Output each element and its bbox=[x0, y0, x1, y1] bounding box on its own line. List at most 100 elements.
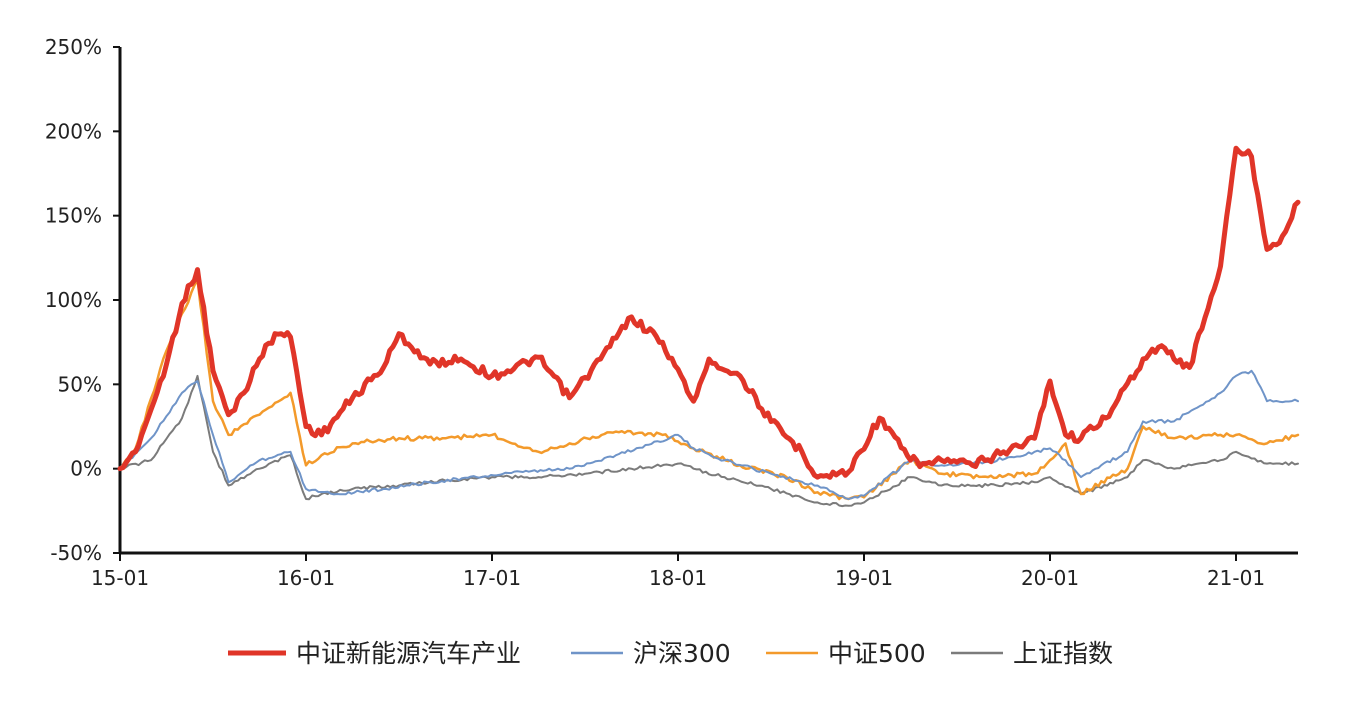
series-3-point bbox=[1219, 433, 1222, 436]
legend-label-2: 沪深300 bbox=[633, 639, 731, 668]
series-3-point bbox=[1173, 437, 1176, 440]
series-1-point bbox=[1002, 450, 1005, 453]
series-1-point bbox=[506, 369, 509, 372]
legend-label-1: 中证新能源汽车产业 bbox=[296, 639, 521, 668]
series-2-point bbox=[863, 494, 866, 497]
series-4-point bbox=[770, 487, 773, 490]
series-4-point bbox=[816, 501, 819, 504]
series-3-point bbox=[212, 400, 215, 403]
series-1-point bbox=[1266, 248, 1269, 251]
series-3-point bbox=[615, 430, 618, 433]
series-1-point bbox=[119, 467, 122, 470]
legend-label-4: 上证指数 bbox=[1013, 639, 1113, 668]
series-3-point bbox=[1297, 433, 1300, 436]
series-line-1 bbox=[117, 145, 1301, 480]
x-tick-label: 20-01 bbox=[1021, 566, 1079, 590]
series-3-point bbox=[987, 476, 990, 479]
series-3-point bbox=[1126, 467, 1129, 470]
series-3-point bbox=[568, 442, 571, 445]
y-tick-label: 250% bbox=[45, 35, 102, 59]
series-3-point bbox=[1266, 442, 1269, 445]
series-3-point bbox=[258, 413, 261, 416]
series-4-point bbox=[1173, 467, 1176, 470]
series-1-point bbox=[289, 336, 292, 339]
series-1-point bbox=[382, 366, 385, 369]
series-2-point bbox=[1064, 459, 1067, 462]
series-4-point bbox=[537, 476, 540, 479]
series-4-point bbox=[987, 484, 990, 487]
series-1-point bbox=[320, 433, 323, 436]
series-3-point bbox=[227, 433, 230, 436]
series-1-point bbox=[1297, 201, 1300, 204]
series-1-point bbox=[196, 268, 199, 271]
series-2-point bbox=[305, 487, 308, 490]
series-1-point bbox=[398, 332, 401, 335]
series-1-point bbox=[258, 358, 261, 361]
series-2-point bbox=[1297, 400, 1300, 403]
series-3-point bbox=[1033, 472, 1036, 475]
series-4-point bbox=[940, 484, 943, 487]
series-line-3 bbox=[118, 278, 1300, 501]
series-1-point bbox=[599, 358, 602, 361]
y-tick-label: 150% bbox=[45, 204, 102, 228]
series-4-point bbox=[1235, 450, 1238, 453]
series-3-point bbox=[1064, 442, 1067, 445]
x-axis: 15-01 16-01 17-01 18-01 19-01 20-01 21-01 bbox=[91, 551, 1298, 590]
series-2-point bbox=[382, 487, 385, 490]
series-1-point bbox=[878, 417, 881, 420]
y-tick-label: 200% bbox=[45, 119, 102, 143]
series-3-point bbox=[940, 472, 943, 475]
series-1-point bbox=[212, 369, 215, 372]
legend-label-3: 中证500 bbox=[828, 639, 926, 668]
series-1-point bbox=[692, 400, 695, 403]
series-1-point bbox=[708, 358, 711, 361]
series-2-point bbox=[212, 433, 215, 436]
series-2-point bbox=[429, 481, 432, 484]
series-4-point bbox=[1266, 462, 1269, 465]
series-1-point bbox=[925, 462, 928, 465]
series-4-point bbox=[1126, 476, 1129, 479]
series-2-point bbox=[677, 433, 680, 436]
series-2-point bbox=[181, 391, 184, 394]
series-4-point bbox=[150, 459, 153, 462]
series-line-2 bbox=[119, 369, 1299, 500]
series-4-point bbox=[196, 374, 199, 377]
series-4-point bbox=[1142, 459, 1145, 462]
series-1-point bbox=[1064, 433, 1067, 436]
series-1-point bbox=[134, 450, 137, 453]
series-1-point bbox=[630, 315, 633, 318]
series-1-point bbox=[1250, 155, 1253, 158]
series-2-point bbox=[615, 454, 618, 457]
series-4-point bbox=[1219, 459, 1222, 462]
series-3-point bbox=[320, 454, 323, 457]
series-2-point bbox=[1142, 420, 1145, 423]
series-1-point bbox=[537, 356, 540, 359]
series-3-point bbox=[1049, 459, 1052, 462]
series-2-point bbox=[847, 498, 850, 501]
series-1-point bbox=[1142, 358, 1145, 361]
legend: 中证新能源汽车产业 沪深300 中证500 上证指数 bbox=[228, 639, 1113, 668]
series-1-point bbox=[429, 363, 432, 366]
series-1-point bbox=[568, 396, 571, 399]
series-1-point bbox=[801, 450, 804, 453]
series-3-point bbox=[816, 491, 819, 494]
series-3-point bbox=[537, 450, 540, 453]
series-2-point bbox=[196, 379, 199, 382]
series-3-point bbox=[1080, 492, 1083, 495]
series-1-point bbox=[227, 413, 230, 416]
series-1-point bbox=[305, 425, 308, 428]
series-2-point bbox=[1235, 374, 1238, 377]
series-4-point bbox=[1297, 462, 1300, 465]
series-1-point bbox=[770, 420, 773, 423]
series-1-point bbox=[940, 459, 943, 462]
series-4-point bbox=[584, 472, 587, 475]
series-2-point bbox=[723, 459, 726, 462]
series-4-point bbox=[863, 501, 866, 504]
series-4-point bbox=[723, 476, 726, 479]
series-3-point bbox=[398, 437, 401, 440]
series-1-point bbox=[971, 464, 974, 467]
series-1-point bbox=[816, 476, 819, 479]
series-4-point bbox=[1033, 481, 1036, 484]
series-1-point bbox=[274, 332, 277, 335]
